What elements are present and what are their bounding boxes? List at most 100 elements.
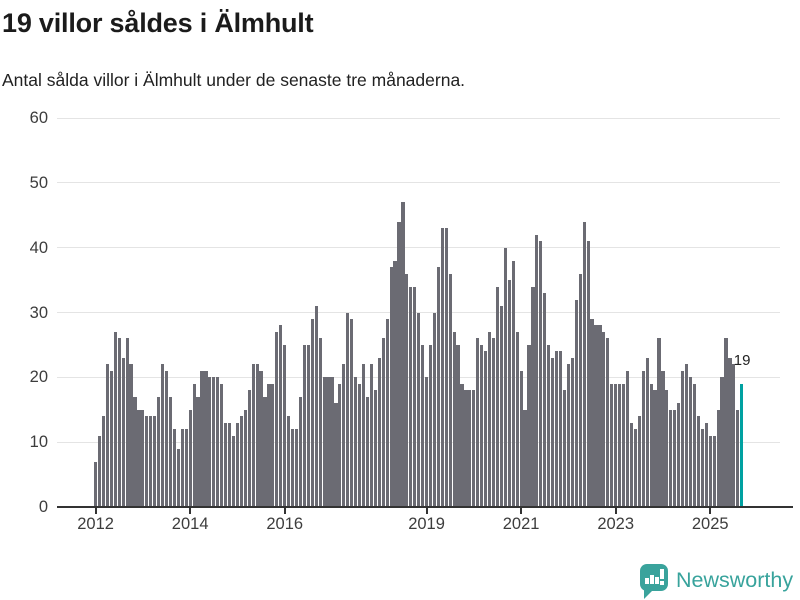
bar xyxy=(318,338,322,507)
bar xyxy=(149,416,153,507)
bar xyxy=(728,357,732,507)
bar xyxy=(551,357,555,507)
bar xyxy=(255,364,259,507)
bar xyxy=(421,344,425,507)
x-axis-tick-2012 xyxy=(94,508,97,514)
bar xyxy=(531,286,535,507)
bar xyxy=(113,331,117,507)
bar xyxy=(444,228,448,507)
bar xyxy=(495,286,500,507)
bar xyxy=(172,429,176,507)
exclamation-dot-icon xyxy=(660,581,664,585)
bar xyxy=(645,357,649,507)
bar xyxy=(586,241,590,507)
bar xyxy=(342,364,346,507)
y-axis-label-40: 40 xyxy=(29,238,48,257)
bar xyxy=(227,422,232,507)
x-axis-label-2019: 2019 xyxy=(408,515,445,533)
bar xyxy=(681,370,685,507)
speech-bubble-tail xyxy=(644,590,653,599)
bar xyxy=(259,370,263,507)
bar xyxy=(243,409,247,507)
bar xyxy=(641,370,645,507)
bar xyxy=(432,312,437,507)
bar xyxy=(196,396,200,507)
bar xyxy=(291,429,295,507)
bar xyxy=(724,338,728,507)
bar xyxy=(578,273,582,507)
gridline-y-40 xyxy=(57,247,780,249)
bar xyxy=(117,338,121,507)
bar xyxy=(484,351,488,507)
x-axis-tick-2025 xyxy=(709,508,712,514)
bar xyxy=(554,351,559,507)
x-axis-line xyxy=(57,506,793,508)
bar xyxy=(692,383,697,507)
bar xyxy=(212,377,216,507)
bar xyxy=(354,377,358,507)
bar xyxy=(397,221,401,507)
bar xyxy=(176,448,180,507)
x-axis-tick-2019 xyxy=(425,508,428,514)
bar xyxy=(456,344,460,507)
bar xyxy=(661,370,665,507)
last-value-annotation: 19 xyxy=(733,351,751,369)
brand-name: Newsworthy xyxy=(676,568,794,592)
bar xyxy=(247,390,251,507)
bar xyxy=(732,364,736,507)
bar xyxy=(125,338,129,507)
bar xyxy=(267,383,271,507)
bar xyxy=(314,306,318,507)
bar xyxy=(401,202,405,507)
bar xyxy=(436,267,440,507)
x-axis-tick-2021 xyxy=(520,508,523,514)
bar xyxy=(736,409,740,507)
newsworthy-logo: Newsworthy xyxy=(638,564,794,600)
highlighted-last-bar xyxy=(740,383,744,507)
bar xyxy=(507,280,511,507)
bar xyxy=(184,429,188,507)
bar xyxy=(685,364,689,507)
bar xyxy=(704,422,708,507)
y-axis-label-20: 20 xyxy=(29,368,48,387)
bar xyxy=(235,422,240,507)
bar xyxy=(409,286,413,507)
bar xyxy=(275,331,279,507)
bar xyxy=(649,383,653,507)
bar xyxy=(208,377,212,507)
bar xyxy=(109,370,113,507)
bar xyxy=(121,357,125,507)
bar xyxy=(535,234,539,507)
y-axis-label-60: 60 xyxy=(29,109,48,128)
newsworthy-chart-bubble-icon xyxy=(640,564,670,599)
bar xyxy=(424,377,429,507)
y-axis-label-50: 50 xyxy=(29,173,48,192)
x-axis-label-2023: 2023 xyxy=(597,515,635,533)
bar xyxy=(523,409,527,507)
bar xyxy=(192,383,196,507)
bar xyxy=(562,390,567,507)
bar xyxy=(239,416,243,507)
x-axis-tick-2014 xyxy=(189,508,192,514)
gridline-y-50 xyxy=(57,182,780,184)
bar xyxy=(653,390,657,507)
bar xyxy=(413,286,417,507)
bar xyxy=(326,377,330,507)
bar xyxy=(129,364,133,507)
bar xyxy=(637,416,641,507)
bar xyxy=(472,390,476,507)
bar xyxy=(677,403,681,507)
x-axis-tick-2023 xyxy=(614,508,617,514)
bar xyxy=(153,416,157,507)
bar xyxy=(688,377,693,507)
bar xyxy=(94,461,98,507)
bar xyxy=(369,364,373,507)
y-axis-label-10: 10 xyxy=(29,433,48,452)
bar xyxy=(180,429,184,507)
bar xyxy=(377,357,381,507)
bar xyxy=(511,260,515,507)
bar xyxy=(452,331,456,507)
bar xyxy=(204,370,208,507)
bar xyxy=(720,377,724,507)
